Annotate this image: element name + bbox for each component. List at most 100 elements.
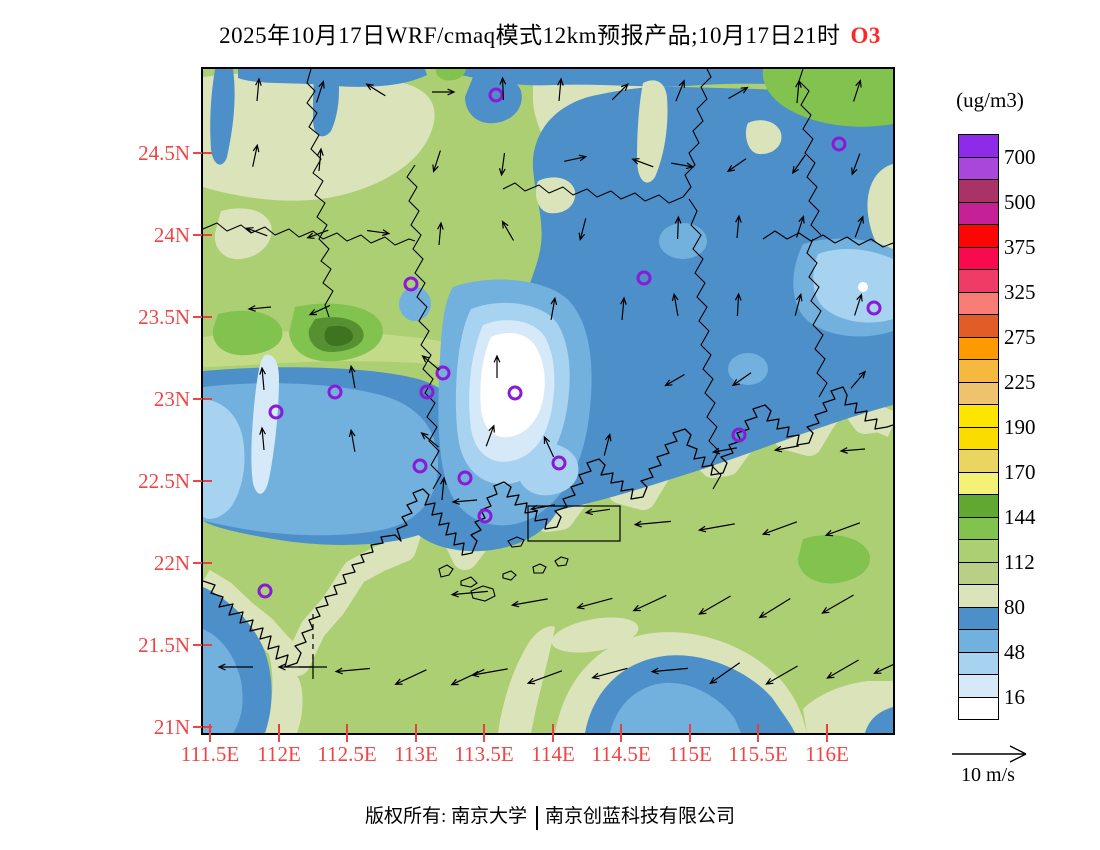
colorbar-tick-label: 48	[1004, 639, 1025, 664]
y-axis-tick	[193, 480, 202, 482]
wind-arrow-icon	[576, 597, 613, 610]
x-axis-tick	[278, 733, 280, 742]
y-axis-tick	[193, 234, 202, 236]
x-axis-tick	[757, 733, 759, 742]
x-axis-label: 112.5E	[317, 742, 377, 766]
wind-arrow-icon	[675, 79, 685, 102]
wind-arrow-icon	[543, 435, 555, 458]
colorbar-cell	[959, 540, 998, 563]
station-circle-icon	[268, 404, 284, 420]
wind-arrow-icon	[796, 215, 805, 238]
wind-arrow-icon	[529, 504, 555, 512]
wind-arrow-icon	[734, 292, 742, 317]
colorbar-tick-label: 16	[1004, 684, 1025, 709]
x-axis-label: 113E	[394, 742, 438, 766]
y-axis-label: 24N	[153, 223, 190, 247]
colorbar-cell	[959, 202, 998, 225]
wind-arrow-icon	[821, 594, 854, 614]
colorbar-cell	[959, 675, 998, 698]
x-axis-label: 116E	[805, 742, 849, 766]
colorbar-cell	[959, 562, 998, 585]
wind-arrow-icon	[709, 662, 741, 685]
wind-arrow-icon	[873, 664, 893, 674]
wind-arrow-icon	[650, 667, 688, 675]
y-axis-label: 21N	[153, 715, 190, 739]
wind-arrow-icon	[854, 215, 864, 238]
station-circle-icon	[477, 508, 493, 524]
colorbar-tick-label: 375	[1004, 234, 1036, 259]
x-axis-tick	[826, 733, 828, 742]
y-axis-label: 21.5N	[138, 633, 190, 657]
islands	[438, 536, 569, 602]
beige-bottom-right	[803, 681, 893, 733]
station-circle-icon	[419, 384, 435, 400]
wind-arrow-icon	[731, 372, 752, 387]
wind-arrow-icon	[421, 354, 440, 371]
colorbar-cell	[959, 607, 998, 630]
wind-arrow-icon	[247, 305, 272, 312]
wind-arrow-icon	[758, 597, 791, 619]
wind-arrow-icon	[557, 77, 564, 102]
figure-title-text: 2025年10月17日WRF/cmaq模式12km预报产品;10月17日21时	[219, 23, 841, 48]
wind-arrow-icon	[791, 154, 806, 175]
station-circle-icon	[488, 87, 504, 103]
wind-arrow-icon	[437, 221, 444, 246]
wind-arrow-icon	[420, 431, 439, 448]
colorbar-cell	[959, 472, 998, 495]
wind-arrow-icon	[501, 220, 515, 241]
station-circle-icon	[257, 583, 273, 599]
wind-arrow-icon	[584, 508, 610, 516]
colorbar-cell	[959, 180, 998, 203]
y-axis-label: 24.5N	[138, 141, 190, 165]
x-axis-label: 114E	[531, 742, 575, 766]
wind-arrow-icon	[367, 229, 391, 237]
wind-arrow-icon	[365, 83, 386, 97]
x-axis-label: 112E	[257, 742, 301, 766]
wind-arrow-icon	[728, 86, 749, 100]
x-axis-label: 114.5E	[591, 742, 651, 766]
wind-arrow-icon	[633, 520, 671, 528]
wind-arrow-icon	[773, 445, 799, 453]
colorbar-tick-label: 112	[1004, 549, 1035, 574]
y-axis-tick	[193, 316, 202, 318]
wind-arrow-icon	[348, 428, 356, 452]
sea-green-patch	[798, 535, 870, 584]
x-axis-tick	[415, 733, 417, 742]
colorbar	[958, 134, 999, 720]
wind-arrow-icon	[308, 304, 331, 316]
colorbar-cell	[959, 247, 998, 270]
figure-title: 2025年10月17日WRF/cmaq模式12km预报产品;10月17日21时 O…	[0, 16, 1100, 50]
wind-arrow-icon	[795, 79, 802, 104]
wind-arrow-icon	[451, 498, 478, 505]
wind-arrow-icon	[711, 447, 737, 455]
wind-arrow-icon	[440, 476, 447, 501]
x-axis-tick	[620, 733, 622, 742]
colorbar-cell	[959, 360, 998, 383]
wind-arrow-icon	[334, 667, 370, 675]
wind-arrow-icon	[664, 373, 685, 387]
wind-arrow-icon	[603, 432, 612, 456]
colorbar-tick-label: 170	[1004, 459, 1036, 484]
x-axis-label: 115.5E	[728, 742, 788, 766]
wind-arrow-icon	[854, 293, 863, 316]
wind-arrow-icon	[761, 521, 798, 536]
wind-arrow-icon	[826, 659, 859, 679]
wind-arrow-icon	[853, 79, 862, 102]
colorbar-cell	[959, 225, 998, 248]
colorbar-tick-label: 325	[1004, 279, 1036, 304]
x-axis-label: 113.5E	[454, 742, 514, 766]
wind-arrow-icon	[432, 150, 441, 173]
map-panel	[201, 67, 895, 735]
colorbar-cell	[959, 495, 998, 518]
station-circle-icon	[435, 365, 451, 381]
wind-arrow-icon	[671, 292, 679, 316]
y-axis-tick	[193, 644, 202, 646]
x-axis-tick	[483, 733, 485, 742]
copyright-footer: 版权所有: 南京大学 南京创蓝科技有限公司	[0, 801, 1100, 830]
colorbar-cell	[959, 315, 998, 338]
colorbar-cell	[959, 585, 998, 608]
wind-arrow-icon	[620, 296, 627, 321]
wind-arrow-icon	[450, 590, 488, 598]
colorbar-cell	[959, 630, 998, 653]
wind-arrow-icon	[259, 366, 266, 391]
